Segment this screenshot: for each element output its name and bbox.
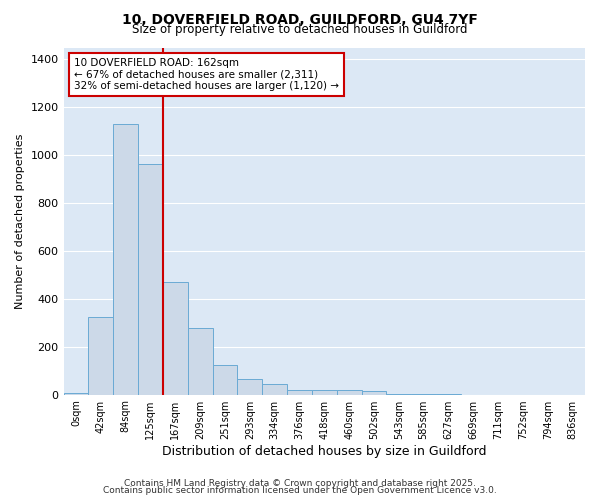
Text: Size of property relative to detached houses in Guildford: Size of property relative to detached ho… (132, 22, 468, 36)
Text: 10, DOVERFIELD ROAD, GUILDFORD, GU4 7YF: 10, DOVERFIELD ROAD, GUILDFORD, GU4 7YF (122, 12, 478, 26)
Text: Contains public sector information licensed under the Open Government Licence v3: Contains public sector information licen… (103, 486, 497, 495)
Bar (163, 282, 188, 395)
Bar (88, 317, 113, 394)
Bar (238, 379, 262, 394)
Y-axis label: Number of detached properties: Number of detached properties (15, 134, 25, 308)
Bar (287, 390, 312, 394)
Bar (262, 384, 287, 394)
Bar (138, 164, 163, 394)
Bar (362, 391, 386, 394)
Bar (64, 392, 88, 394)
X-axis label: Distribution of detached houses by size in Guildford: Distribution of detached houses by size … (162, 444, 487, 458)
Bar (337, 390, 362, 394)
Bar (312, 390, 337, 394)
Text: 10 DOVERFIELD ROAD: 162sqm
← 67% of detached houses are smaller (2,311)
32% of s: 10 DOVERFIELD ROAD: 162sqm ← 67% of deta… (74, 58, 339, 91)
Bar (188, 328, 212, 394)
Bar (212, 364, 238, 394)
Bar (113, 124, 138, 394)
Text: Contains HM Land Registry data © Crown copyright and database right 2025.: Contains HM Land Registry data © Crown c… (124, 478, 476, 488)
